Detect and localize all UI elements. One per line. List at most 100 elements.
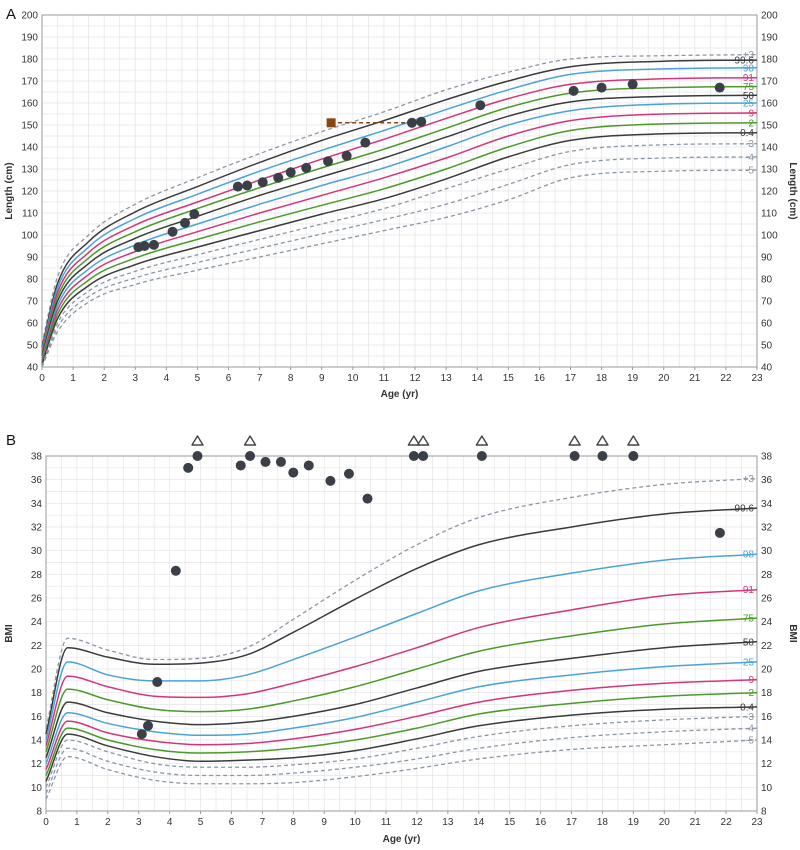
x-tick-label: 17 [565, 373, 577, 384]
data-point [285, 167, 296, 178]
data-point [183, 462, 194, 473]
x-tick-label: 23 [751, 817, 763, 828]
x-tick-label: 15 [504, 817, 516, 828]
offscale-data-point [245, 451, 256, 461]
centile-line-+3 [45, 477, 758, 729]
y-tick-label-right: 100 [761, 231, 778, 242]
data-point [189, 209, 200, 220]
x-tick-label: 18 [596, 373, 608, 384]
centile-label-+3: +3 [743, 474, 755, 485]
centile-label-9: 9 [748, 675, 754, 686]
y-tick-label-right: 120 [761, 187, 778, 198]
x-tick-label: 8 [291, 817, 297, 828]
x-tick-label: 22 [720, 373, 732, 384]
centile-line-2 [41, 122, 758, 363]
centile-label-99.6: 99.6 [735, 504, 755, 515]
x-tick-label: 6 [226, 373, 232, 384]
y-tick-label-right: 40 [761, 363, 773, 374]
y-tick-label-right: 22 [761, 641, 773, 652]
x-tick-label: 3 [136, 817, 142, 828]
y-tick-label-left: 14 [31, 736, 43, 747]
y-tick-label-left: 50 [27, 341, 39, 352]
x-tick-label: 21 [690, 817, 702, 828]
y-tick-label-right: 36 [761, 475, 773, 486]
x-tick-label: 5 [195, 373, 201, 384]
offscale-data-point [192, 451, 203, 461]
offscale-caret-icon [407, 435, 421, 446]
x-tick-label: 16 [534, 373, 546, 384]
centile-line--3 [41, 143, 758, 367]
x-tick-label: 2 [105, 817, 111, 828]
centile-label-9: 9 [748, 108, 754, 119]
y-tick-label-right: 34 [761, 499, 773, 510]
y-tick-label-right: 20 [761, 665, 773, 676]
y-tick-label-left: 70 [27, 297, 39, 308]
x-tick-label: 1 [70, 373, 76, 384]
y-tick-label-left: 90 [27, 253, 39, 264]
data-point [475, 100, 486, 111]
centile-label--5: -5 [745, 166, 754, 177]
centile-line-2 [45, 691, 758, 776]
y-tick-label-right: 160 [761, 99, 778, 110]
x-tick-label: 10 [350, 817, 362, 828]
x-tick-label: 19 [628, 817, 640, 828]
y-tick-label-right: 10 [761, 783, 773, 794]
y-tick-label-left: 20 [31, 665, 43, 676]
data-point [343, 468, 354, 479]
y-tick-label-right: 38 [761, 452, 773, 463]
panel-B: B0 1 2 3 4 5 6 7 8 9 10 11 12 13 14 15 16 17 18 19 20 21 22 238… [4, 432, 798, 845]
y-tick-label-right: 14 [761, 736, 773, 747]
centile-label-98: 98 [743, 63, 755, 74]
centile-line-0.4 [45, 706, 758, 782]
y-tick-label-left: 110 [22, 209, 38, 220]
data-point [406, 117, 417, 128]
data-point [323, 156, 333, 167]
data-point [568, 85, 579, 96]
y-axis-title-right: BMI [787, 624, 798, 643]
y-tick-label-right: 12 [761, 759, 773, 770]
data-point [232, 181, 243, 192]
data-point [714, 82, 725, 93]
panel-label-B: B [6, 432, 16, 449]
gridlines [45, 455, 758, 812]
y-tick-label-right: 170 [761, 77, 778, 88]
y-tick-label-right: 8 [761, 807, 767, 818]
offscale-caret-icon [416, 435, 430, 446]
y-tick-label-right: 70 [761, 297, 773, 308]
x-tick-label: 7 [257, 373, 263, 384]
data-point [275, 456, 286, 467]
offscale-data-point [628, 451, 639, 461]
centile-label--4: -4 [745, 152, 754, 163]
y-tick-label-left: 34 [31, 499, 43, 510]
x-tick-label: 12 [411, 817, 423, 828]
centile-label-91: 91 [743, 73, 755, 84]
centile-line-99.6 [45, 507, 758, 735]
data-point [341, 150, 352, 161]
x-tick-label: 3 [132, 373, 138, 384]
x-tick-label: 13 [441, 373, 453, 384]
centile-label--4: -4 [745, 724, 754, 735]
data-point [170, 565, 181, 576]
centile-label-91: 91 [743, 585, 755, 596]
y-tick-label-right: 150 [761, 121, 778, 132]
data-point [136, 729, 147, 740]
data-point [139, 241, 150, 251]
centile-line-9 [41, 112, 758, 361]
y-tick-label-left: 80 [27, 275, 39, 286]
y-tick-label-left: 12 [31, 759, 43, 770]
y-tick-label-left: 40 [27, 363, 39, 374]
data-point [148, 239, 159, 250]
centile-label-2: 2 [748, 118, 754, 129]
x-tick-label: 15 [503, 373, 515, 384]
offscale-data-point [418, 451, 429, 461]
data-point [288, 467, 299, 478]
y-tick-label-right: 180 [761, 55, 778, 66]
panel-A: A0 1 2 3 4 5 6 7 8 9 10 11 12 13 14 15 16 17 18 19 20 21 22 234… [4, 6, 798, 400]
y-tick-label-left: 30 [31, 546, 43, 557]
y-tick-label-left: 190 [21, 33, 38, 44]
centile-curves: +3 99.6 98 91 75 50 25 9 2 0.4-3-4-5 [45, 474, 758, 800]
centile-label--5: -5 [745, 736, 754, 747]
x-tick-label: 20 [659, 817, 671, 828]
